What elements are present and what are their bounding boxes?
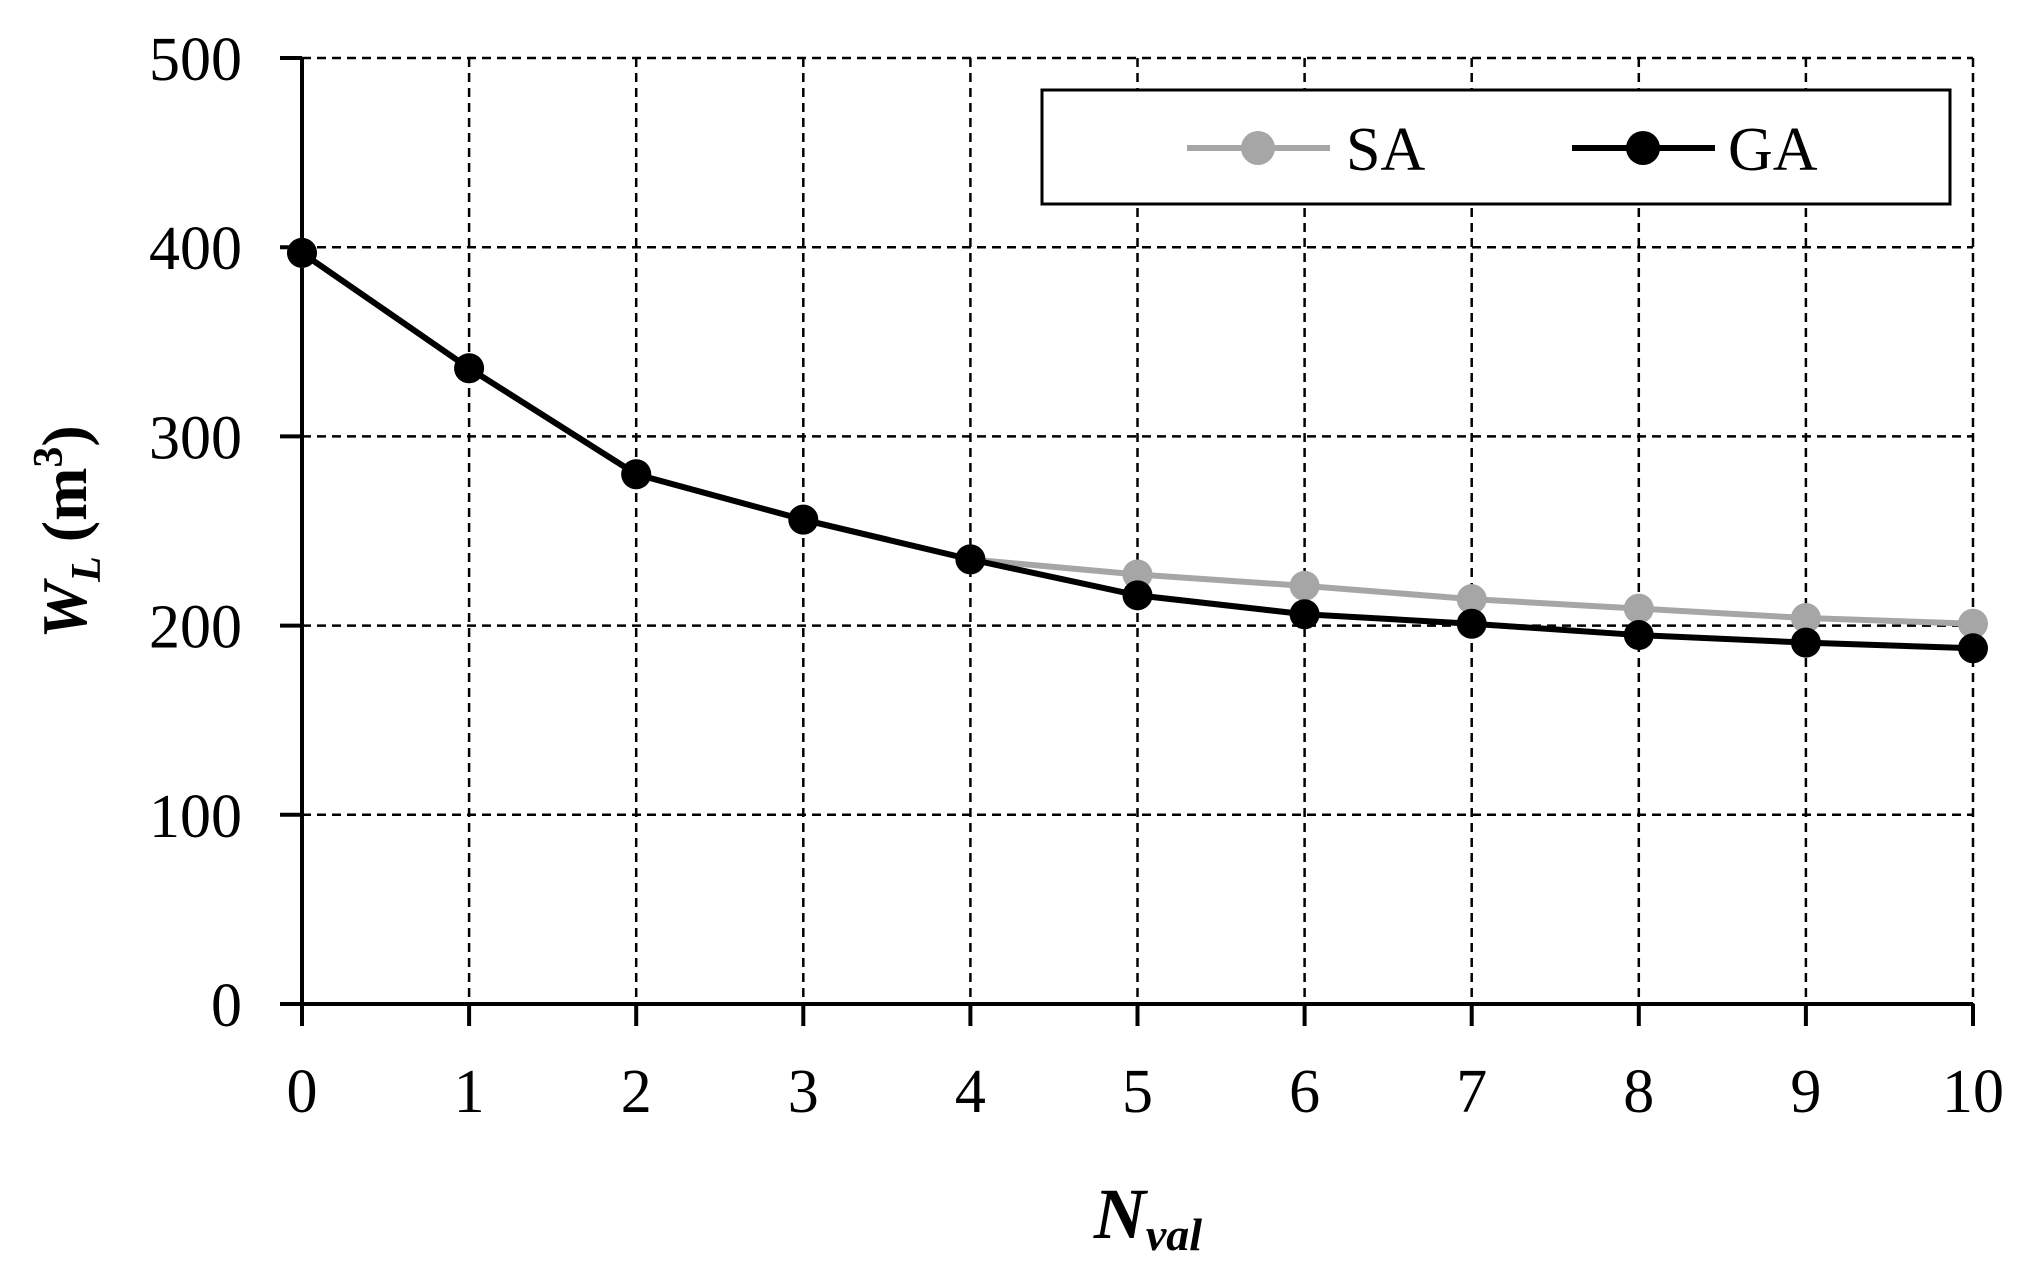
data-point-ga: [287, 237, 317, 268]
x-tick-label: 6: [1289, 1058, 1320, 1126]
data-point-ga: [1790, 627, 1821, 658]
legend-ga-label: GA: [1728, 116, 1818, 184]
x-tick-label: 10: [1942, 1058, 2004, 1126]
x-tick-labels: 0 1 2 3 4 5 6 7 8 9 10: [287, 1058, 2005, 1126]
data-point-sa: [1289, 570, 1320, 601]
legend-ga-marker: [1626, 131, 1660, 165]
x-axis-title-main: N: [1093, 1174, 1149, 1254]
legend-sa-label: SA: [1346, 116, 1425, 184]
y-axis-title-unit: (m: [29, 468, 100, 543]
data-point-ga: [1289, 599, 1320, 630]
x-tick-label: 8: [1623, 1058, 1654, 1126]
axes: [280, 56, 1975, 1026]
x-tick-label: 4: [955, 1058, 986, 1126]
legend-sa-marker: [1241, 131, 1275, 165]
y-axis-title-sub: L: [64, 556, 110, 583]
y-axis-title-main: W: [29, 578, 100, 639]
y-tick-label: 400: [149, 215, 242, 283]
x-tick-label: 2: [621, 1058, 652, 1126]
y-tick-labels: 0 100 200 300 400 500: [149, 26, 242, 1040]
y-axis-title-sup: 3: [26, 447, 72, 468]
x-tick-label: 3: [788, 1058, 819, 1126]
x-axis-title-sub: val: [1146, 1209, 1202, 1260]
y-tick-label: 0: [211, 972, 242, 1040]
y-axis-title: WL (m3): [26, 425, 110, 639]
x-axis-title: Nval: [1093, 1174, 1202, 1260]
y-tick-label: 200: [149, 594, 242, 662]
data-point-ga: [788, 504, 819, 535]
data-point-sa: [1456, 584, 1487, 615]
y-axis-title-close: ): [29, 425, 100, 446]
data-point-ga: [1958, 633, 1988, 664]
data-point-ga: [955, 544, 986, 575]
x-tick-label: 7: [1456, 1058, 1487, 1126]
data-point-ga: [1122, 580, 1153, 611]
x-tick-label: 1: [454, 1058, 485, 1126]
y-tick-label: 100: [149, 783, 242, 851]
legend: SA GA: [1040, 88, 1952, 206]
x-tick-label: 5: [1122, 1058, 1153, 1126]
data-point-ga: [1456, 608, 1487, 639]
data-point-ga: [454, 353, 485, 384]
data-point-sa: [1623, 593, 1654, 624]
x-tick-label: 9: [1790, 1058, 1821, 1126]
series-group: [287, 237, 1988, 664]
data-point-ga: [1623, 620, 1654, 651]
y-tick-label: 300: [149, 404, 242, 472]
data-point-sa: [1790, 603, 1821, 634]
data-point-sa: [1122, 559, 1153, 590]
y-tick-label: 500: [149, 26, 242, 94]
data-point-ga: [621, 459, 652, 490]
data-point-sa: [1958, 608, 1988, 639]
x-tick-label: 0: [287, 1058, 318, 1126]
